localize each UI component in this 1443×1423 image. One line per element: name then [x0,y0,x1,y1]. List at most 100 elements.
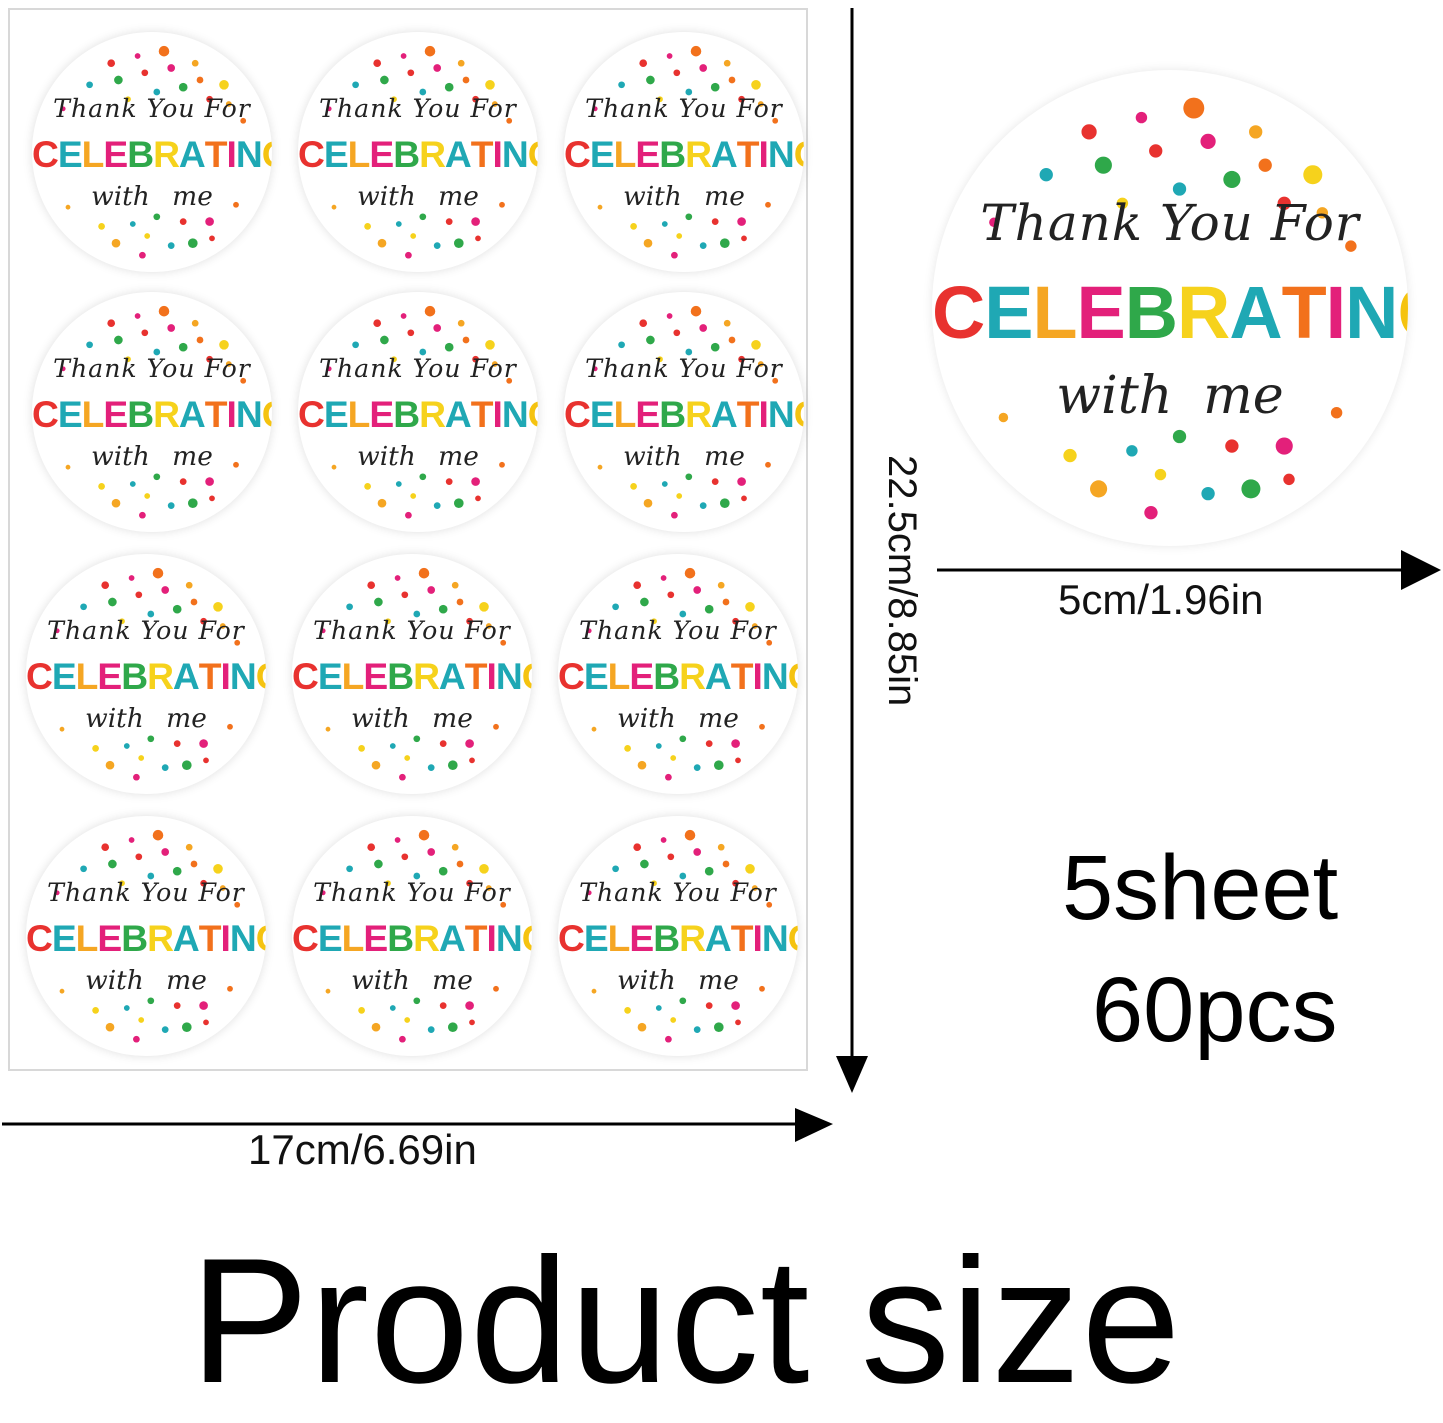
confetti-dot [479,602,489,612]
confetti-dot [1063,448,1077,463]
confetti-dot [185,581,193,589]
confetti-dot [413,610,421,618]
confetti-dot [998,412,1009,423]
confetti-dot [147,735,155,743]
confetti-dot [139,251,146,259]
confetti-dot [373,319,382,328]
confetti-dot [410,233,417,239]
confetti-dot [404,755,411,761]
confetti-dot [624,1007,631,1014]
confetti-dot [1144,506,1158,520]
confetti-dot [59,988,65,994]
confetti-dots [54,567,241,781]
confetti-dot [500,639,507,646]
confetti-dot [419,473,427,481]
confetti-dot [1172,182,1187,196]
confetti-dot [586,628,592,634]
confetti-dot [418,829,430,841]
sticker-line-celebrating: CELEBRATING [932,270,1408,354]
confetti-dot [389,743,396,749]
confetti-dot [135,591,143,599]
confetti-dot [233,461,239,468]
confetti-dot [119,618,125,625]
confetti-dot [190,860,198,868]
confetti-dot [401,591,409,599]
confetti-dot [419,88,427,96]
confetti-dots [326,45,513,259]
confetti-dot [710,342,720,352]
confetti-dot [1149,144,1163,158]
confetti-dot [472,95,479,103]
confetti-dot [367,843,376,852]
confetti-dot [60,366,66,372]
confetti-dot [690,305,702,317]
confetti-dot [433,502,441,509]
confetti-dot [346,603,353,611]
sticker-line-thank-you: Thank You For [585,94,783,124]
confetti-dot [196,336,204,344]
confetti-dot [219,340,229,350]
confetti-dot [451,843,459,851]
sticker-line-with-me: with me [91,440,213,472]
confetti-dot [427,1026,435,1033]
confetti-dot [213,602,223,612]
confetti-dot [219,885,226,891]
confetti-dot [759,723,765,730]
confetti-dot [161,764,169,771]
confetti-dot [717,843,725,851]
sheet-sticker: Thank You For CELEBRATING with me [298,292,538,532]
confetti-dot [679,735,687,743]
confetti-dots [60,305,247,519]
confetti-dot [439,1002,447,1009]
confetti-dot [676,233,683,239]
confetti-dot [105,1022,115,1032]
confetti-dot [637,1022,647,1032]
confetti-dot [80,865,87,873]
confetti-dot [493,985,499,992]
confetti-dot [1277,196,1291,210]
confetti-dot [591,726,597,732]
width-arrow [2,1108,833,1142]
confetti-dot [203,1019,209,1026]
confetti-dot [101,581,110,590]
confetti-dot [206,95,213,103]
confetti-dot [167,64,176,72]
confetti-dot [225,101,232,107]
confetti-dot [158,45,170,57]
confetti-dot [457,59,465,67]
confetti-dot [125,96,131,103]
confetti-dot [438,604,448,614]
confetti-dot [685,213,693,221]
sticker-line-with-me: with me [623,440,745,472]
confetti-dot [711,218,719,225]
confetti-dot [119,880,125,887]
confetti-dot [367,581,376,590]
confetti-dot [465,739,474,748]
confetti-dot [385,880,391,887]
sticker-line-thank-you: Thank You For [980,193,1360,252]
confetti-dot [655,743,662,749]
confetti-dot [400,53,407,59]
sticker-line-with-me: with me [1056,365,1284,427]
confetti-dot [407,69,415,77]
confetti-dot [161,586,170,594]
sticker-line-celebrating: CELEBRATING [292,916,532,959]
sticker-line-celebrating: CELEBRATING [564,392,804,435]
sheet-sticker: Thank You For CELEBRATING with me [292,554,532,794]
confetti-dot [413,872,421,880]
confetti-dot [728,76,736,84]
confetti-dot [190,598,198,606]
sticker-line-thank-you: Thank You For [53,94,251,124]
confetti-dot [98,223,105,230]
confetti-dot [405,251,412,259]
sheet-sticker: Thank You For CELEBRATING with me [558,816,798,1056]
confetti-dot [433,64,442,72]
confetti-dot [152,829,164,841]
confetti-dot [499,201,505,208]
confetti-dot [655,1005,662,1011]
confetti-dot [105,760,115,770]
sticker-line-celebrating: CELEBRATING [298,132,538,175]
confetti-dot [1303,165,1323,185]
confetti-dot [472,355,479,363]
confetti-dot [466,617,473,625]
